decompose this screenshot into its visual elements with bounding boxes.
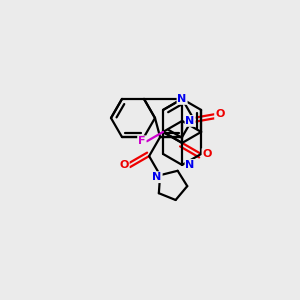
Text: N: N	[152, 172, 162, 182]
Text: N: N	[185, 116, 195, 126]
Text: O: O	[202, 149, 212, 159]
Text: F: F	[138, 136, 146, 146]
Text: N: N	[185, 160, 195, 170]
Text: N: N	[178, 94, 187, 104]
Text: O: O	[119, 160, 129, 170]
Text: O: O	[215, 109, 224, 119]
